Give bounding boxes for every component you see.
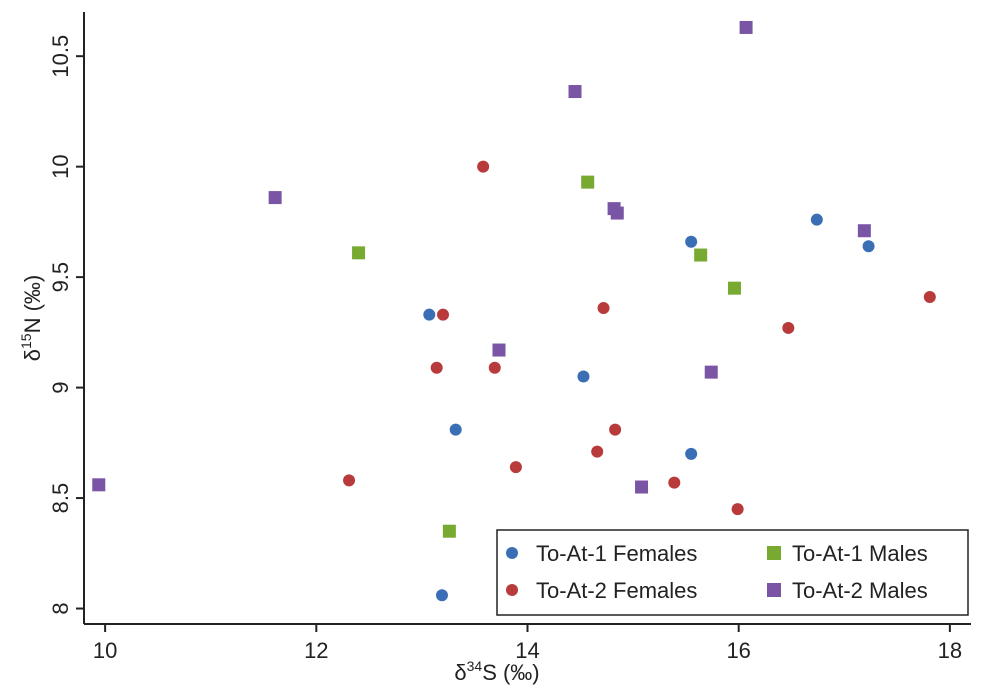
data-point-to-at-2-males	[857, 224, 871, 238]
data-point-to-at-1-females	[449, 423, 462, 436]
data-point-to-at-1-males	[442, 524, 456, 538]
legend: To-At-1 Females To-At-1 Males To-At-2 Fe…	[496, 529, 969, 616]
data-point-to-at-1-males	[352, 246, 366, 260]
data-point-to-at-2-males	[739, 20, 753, 34]
x-axis-title-base: δ	[454, 660, 466, 685]
legend-label-to-at-2-males: To-At-2 Males	[792, 578, 928, 603]
y-tick-label: 10.5	[48, 35, 73, 78]
y-axis-title-rest: N (‰)	[20, 275, 45, 334]
x-tick-label: 16	[726, 638, 750, 663]
legend-label-to-at-2-females: To-At-2 Females	[536, 578, 697, 603]
legend-label-to-at-1-females: To-At-1 Females	[536, 541, 697, 566]
data-point-to-at-1-males	[727, 281, 741, 295]
y-axis-title-base: δ	[20, 349, 45, 361]
data-point-to-at-2-males	[610, 206, 624, 220]
data-point-to-at-1-males	[694, 248, 708, 262]
x-axis-title-rest: S (‰)	[482, 660, 539, 685]
y-ticks: 8 8.5 9 9.5 10 10.5	[48, 35, 84, 615]
x-tick-label: 18	[938, 638, 962, 663]
data-point-to-at-1-females	[810, 213, 823, 226]
data-point-to-at-2-females	[343, 474, 356, 487]
x-ticks: 10 12 14 16 18	[93, 624, 962, 663]
y-axis-title: δ15N (‰)	[18, 275, 45, 361]
legend-marker-to-at-1-females	[506, 547, 518, 559]
data-point-to-at-2-females	[609, 423, 622, 436]
y-axis-title-sup: 15	[18, 333, 34, 349]
x-tick-label: 10	[93, 638, 117, 663]
data-point-to-at-1-males	[581, 175, 595, 189]
data-point-to-at-2-females	[782, 321, 795, 334]
x-axis-title-sup: 34	[467, 658, 483, 674]
legend-box	[496, 529, 969, 616]
data-point-to-at-2-females	[731, 503, 744, 516]
data-point-to-at-1-females	[435, 589, 448, 602]
y-tick-label: 10	[48, 154, 73, 178]
data-point-to-at-2-males	[568, 85, 582, 99]
data-point-to-at-2-females	[668, 476, 681, 489]
data-point-to-at-2-males	[92, 478, 106, 492]
y-tick-label: 9.5	[48, 262, 73, 293]
data-point-to-at-2-females	[509, 461, 522, 474]
data-point-to-at-2-females	[477, 160, 490, 173]
data-point-to-at-2-females	[923, 291, 936, 304]
data-point-to-at-2-females	[597, 302, 610, 315]
data-point-to-at-2-females	[430, 361, 443, 374]
legend-marker-to-at-2-females	[506, 584, 518, 596]
legend-marker-to-at-1-males	[767, 546, 781, 560]
data-point-to-at-1-females	[685, 235, 698, 248]
data-point-to-at-2-males	[635, 480, 649, 494]
data-point-to-at-1-females	[862, 240, 875, 253]
data-point-to-at-1-females	[577, 370, 590, 383]
y-tick-label: 8	[48, 602, 73, 614]
x-axis-title: δ34S (‰)	[454, 658, 539, 685]
data-point-to-at-2-males	[704, 365, 718, 379]
legend-label-to-at-1-males: To-At-1 Males	[792, 541, 928, 566]
y-tick-label: 9	[48, 381, 73, 393]
data-point-to-at-1-females	[685, 447, 698, 460]
data-points	[92, 20, 936, 602]
data-point-to-at-2-males	[492, 343, 506, 357]
data-point-to-at-1-females	[423, 308, 436, 321]
data-point-to-at-2-females	[437, 308, 450, 321]
legend-marker-to-at-2-males	[767, 583, 781, 597]
data-point-to-at-2-females	[591, 445, 604, 458]
plot-area: 10 12 14 16 18 8 8.5 9 9.5 10 10.5	[48, 12, 971, 663]
data-point-to-at-2-females	[488, 361, 501, 374]
y-tick-label: 8.5	[48, 483, 73, 514]
x-tick-label: 14	[515, 638, 539, 663]
data-point-to-at-2-males	[268, 191, 282, 205]
x-tick-label: 12	[304, 638, 328, 663]
